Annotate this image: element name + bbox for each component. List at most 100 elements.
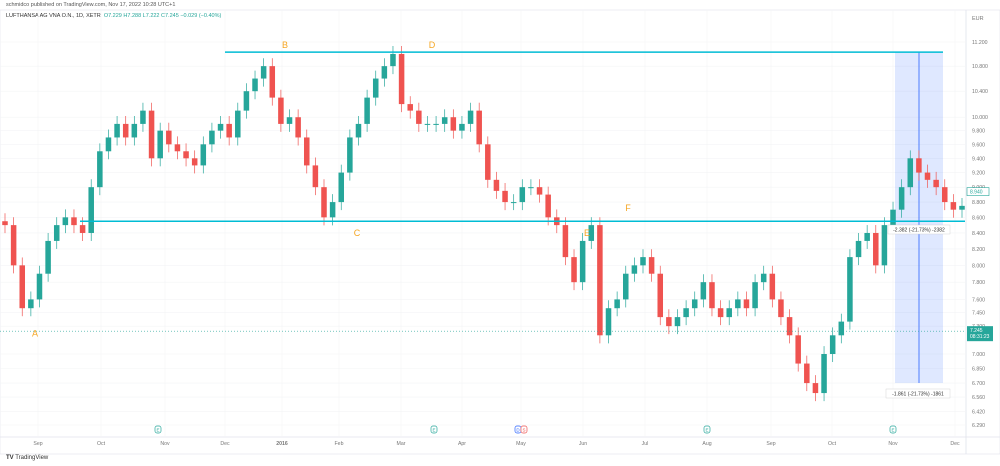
candle-body <box>821 354 827 394</box>
candle-body <box>105 137 112 152</box>
candle-body <box>631 265 638 274</box>
y-tick-label: 9.400 <box>972 156 985 162</box>
candle-body <box>36 273 43 300</box>
symbol-legend: LUFTHANSA AG VNA O.N., 1D, XETR O7.229 H… <box>6 13 221 19</box>
y-tick-label: 6.850 <box>972 366 985 372</box>
candle-body <box>941 187 948 203</box>
high-value: H7.288 <box>123 13 142 19</box>
candle-body <box>62 217 69 226</box>
low-value: L7.222 <box>142 13 160 19</box>
candle-body <box>19 265 26 309</box>
candle-body <box>605 308 612 336</box>
x-tick-label: Jun <box>579 441 587 447</box>
y-tick-label: 8.400 <box>972 231 985 237</box>
candle-body <box>528 187 534 189</box>
candle-body <box>726 308 732 318</box>
candle-body <box>286 117 293 124</box>
candle-body <box>398 53 405 105</box>
candle-body <box>226 123 232 138</box>
y-tick-label: 11.200 <box>972 40 988 46</box>
candle-body <box>140 110 146 124</box>
candle-body <box>441 117 448 124</box>
candle-body <box>407 104 413 111</box>
candle-body <box>191 158 198 166</box>
candle-body <box>459 123 465 131</box>
candle-body <box>752 282 758 309</box>
x-tick-label: Dec <box>950 441 960 447</box>
candle-body <box>424 123 431 125</box>
measure-lower-label-box <box>885 388 951 399</box>
candle-body <box>433 123 439 125</box>
candle-body <box>881 225 888 266</box>
open-value: O7.229 <box>103 13 122 19</box>
y-tick-label: 8.000 <box>972 263 985 269</box>
x-tick-label: Aug <box>702 441 711 447</box>
candle-body <box>79 225 86 233</box>
y-tick-label: 10.400 <box>972 89 988 95</box>
candle-body <box>579 240 586 283</box>
candle-body <box>890 209 896 226</box>
y-tick-label: 6.560 <box>972 395 985 401</box>
y-tick-label: 9.600 <box>972 142 985 148</box>
y-tick-label: 6.420 <box>972 409 985 415</box>
candle-body <box>924 172 931 180</box>
y-tick-label: 10.000 <box>972 115 988 121</box>
event-marker-S <box>520 425 528 434</box>
candle-body <box>648 257 655 274</box>
candle-body <box>760 273 767 283</box>
candle-body <box>812 383 819 394</box>
y-tick-label: 10.800 <box>972 64 988 70</box>
candle-body <box>933 179 939 188</box>
event-marker-label: E <box>705 428 708 433</box>
last-price-tag-box <box>967 326 993 342</box>
candle-body <box>88 187 94 233</box>
published-info: schmidco published on TradingView.com, N… <box>6 2 176 8</box>
candle-body <box>950 202 957 210</box>
x-tick-label: Jul <box>642 441 649 447</box>
candle-body <box>10 225 17 266</box>
candle-body <box>873 232 879 266</box>
candle-body <box>416 110 422 124</box>
candle-body <box>536 187 543 195</box>
candle-body <box>467 110 474 124</box>
candle-body <box>510 202 517 204</box>
candle-body <box>485 144 491 180</box>
candle-body <box>53 225 60 241</box>
event-marker-E <box>889 425 897 434</box>
candle-body <box>390 53 396 67</box>
candle-body <box>795 335 801 364</box>
candle-body <box>597 225 603 336</box>
candle-body <box>614 299 620 309</box>
candle-body <box>691 299 698 309</box>
candle-body <box>209 130 215 145</box>
x-tick-label: Nov <box>888 441 898 447</box>
candle-body <box>907 158 914 188</box>
event-marker-label: E <box>891 428 894 433</box>
candle-body <box>657 273 664 318</box>
candle-body <box>666 317 672 327</box>
symbol-name[interactable]: LUFTHANSA AG VNA O.N., 1D, XETR <box>6 13 101 19</box>
measure-upper-label-box <box>887 224 951 235</box>
point-label-A: A <box>32 328 38 338</box>
candle-body <box>381 66 388 79</box>
candle-body <box>321 187 327 218</box>
x-tick-label: 2016 <box>276 441 288 447</box>
measure-upper-label: -2.382 (-21.73%) -2382 <box>893 228 945 234</box>
point-label-E: E <box>584 228 590 238</box>
tradingview-logo: TV TradingView <box>6 455 49 461</box>
y-tick-label: 7.600 <box>972 297 985 303</box>
candle-body <box>571 257 577 283</box>
event-marker-label: E <box>432 428 435 433</box>
candle-body <box>959 205 965 210</box>
candle-body <box>157 130 163 159</box>
candle-body <box>864 232 870 241</box>
candle-body <box>838 321 845 336</box>
candle-body <box>312 165 319 188</box>
candle-body <box>2 221 8 226</box>
candle-body <box>71 217 77 226</box>
candle-body <box>200 144 207 166</box>
candle-body <box>545 194 551 218</box>
x-tick-label: Oct <box>828 441 837 447</box>
candle-body <box>898 187 905 210</box>
